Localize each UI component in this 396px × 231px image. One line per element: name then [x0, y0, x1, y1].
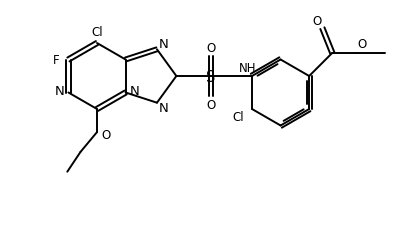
Text: NH: NH	[239, 61, 257, 74]
Text: Cl: Cl	[91, 25, 103, 38]
Text: O: O	[358, 38, 367, 51]
Text: O: O	[206, 99, 216, 112]
Text: F: F	[53, 54, 60, 67]
Text: O: O	[101, 128, 110, 141]
Text: O: O	[313, 15, 322, 27]
Text: Cl: Cl	[232, 111, 244, 124]
Text: O: O	[206, 42, 216, 55]
Text: S: S	[206, 69, 216, 84]
Text: N: N	[55, 85, 64, 97]
Text: N: N	[159, 38, 169, 51]
Text: N: N	[159, 102, 169, 115]
Text: N: N	[130, 85, 139, 97]
